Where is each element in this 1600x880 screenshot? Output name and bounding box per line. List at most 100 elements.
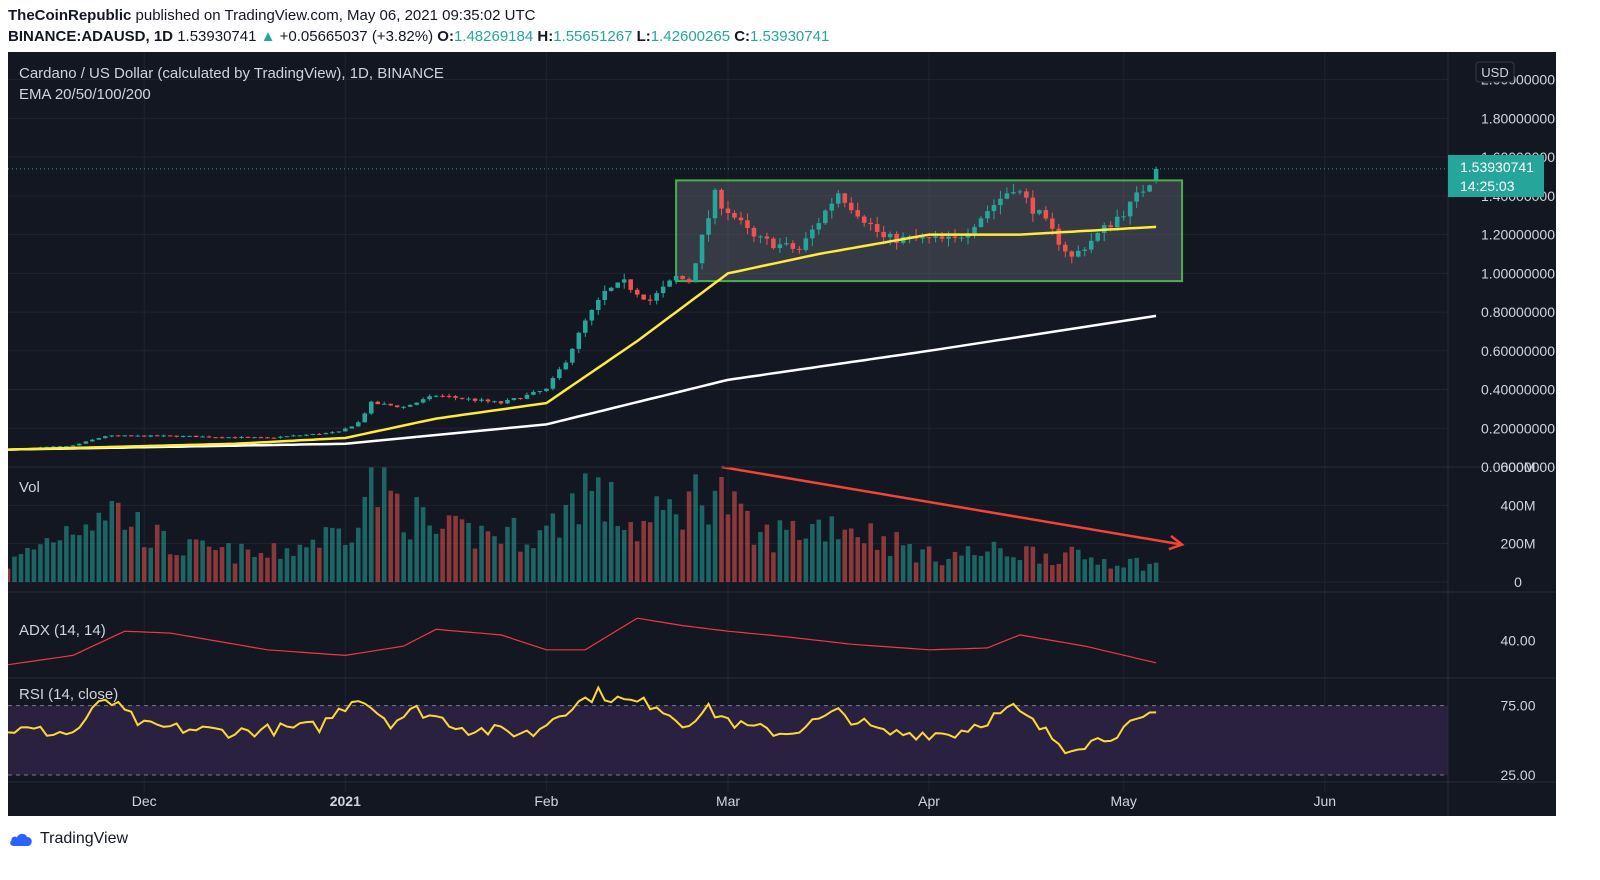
candle-body <box>810 229 815 239</box>
volume-bar <box>1017 560 1023 582</box>
published-text: published on TradingView.com, May 06, 20… <box>135 7 536 24</box>
chart-frame[interactable]: 0.00000000 0.20000000 0.40000000 0.60000000… <box>8 52 1556 816</box>
volume-bar <box>122 529 128 582</box>
volume-bar <box>1056 563 1062 582</box>
candle-body <box>978 218 984 227</box>
volume-bar <box>972 555 977 582</box>
candle-body <box>959 237 964 239</box>
volume-bar <box>96 512 102 582</box>
candle-body <box>1140 191 1146 193</box>
volume-bar <box>440 528 445 582</box>
candle-body <box>368 401 374 414</box>
candle-body <box>284 436 290 438</box>
volume-bar <box>116 502 121 582</box>
volume-bar <box>356 527 361 582</box>
volume-bar <box>466 522 471 582</box>
candle-body <box>51 446 56 448</box>
low-label: L: <box>636 28 651 45</box>
volume-tick-label: 200M <box>1500 536 1535 552</box>
candle-body <box>1108 225 1113 228</box>
volume-bar <box>1121 567 1126 582</box>
volume-bar <box>304 547 309 582</box>
publisher-name[interactable]: TheCoinRepublic <box>8 7 132 24</box>
candle-body <box>1043 210 1049 219</box>
candle-body <box>751 227 757 237</box>
candle-body <box>265 437 270 439</box>
candle-body <box>57 446 63 448</box>
candle-body <box>952 236 958 238</box>
tradingview-logo[interactable]: TradingView <box>8 830 128 848</box>
volume-bar <box>836 539 841 582</box>
candle-body <box>505 399 510 404</box>
ema-long-line <box>8 314 1157 451</box>
candle-body <box>394 405 400 408</box>
volume-bar <box>1050 565 1055 582</box>
candle-body <box>1127 201 1133 217</box>
volume-bar <box>848 528 854 582</box>
volume-bar <box>991 541 997 582</box>
currency-badge[interactable] <box>1475 61 1515 83</box>
volume-bar <box>1108 568 1113 582</box>
volume-bar <box>887 555 893 582</box>
candle-body <box>874 224 880 232</box>
candle-body <box>524 394 530 399</box>
candle-body <box>135 435 140 437</box>
volume-bar <box>310 539 316 582</box>
candle-body <box>777 244 783 249</box>
volume-bar <box>1024 546 1029 582</box>
candle-body <box>323 432 329 435</box>
volume-bar <box>777 520 783 582</box>
candle-body <box>1069 251 1075 257</box>
volume-bar <box>381 467 387 582</box>
volume-bar <box>90 530 95 582</box>
volume-bar <box>544 525 549 582</box>
volume-bar <box>933 561 938 582</box>
volume-bar <box>206 546 212 582</box>
volume-bar <box>628 521 633 582</box>
volume-bar <box>349 542 355 582</box>
volume-bar <box>479 525 484 582</box>
pane-separators <box>8 52 1556 816</box>
volume-bar <box>550 513 556 582</box>
candle-body <box>1076 250 1081 257</box>
candle-body <box>485 399 491 402</box>
volume-bar <box>187 539 192 582</box>
volume-bar <box>576 524 582 582</box>
volume-bar <box>732 491 737 582</box>
chart-canvas[interactable]: 0.00000000 0.20000000 0.40000000 0.60000000… <box>8 52 1556 816</box>
volume-bar <box>673 514 679 582</box>
volume-bar <box>77 535 82 582</box>
volume-bar <box>148 547 153 582</box>
candle-body <box>291 435 296 437</box>
candle-body <box>239 436 244 438</box>
volume-bar <box>368 467 374 582</box>
candle-body <box>745 220 750 228</box>
candle-body <box>1030 197 1036 214</box>
candle-body <box>608 287 614 291</box>
candle-body <box>686 279 692 283</box>
time-tick-label: 2021 <box>330 793 361 809</box>
ema-short-line <box>8 225 1157 451</box>
volume-bar <box>459 519 465 582</box>
volume-bar <box>38 544 43 582</box>
volume-bar <box>913 562 919 582</box>
candle-body <box>634 289 640 295</box>
volume-bar <box>712 490 718 582</box>
candle-body <box>297 435 303 437</box>
volume-bar <box>109 500 115 582</box>
volume-bar <box>226 543 231 582</box>
candle-body <box>939 236 945 239</box>
candle-body <box>70 445 76 447</box>
candle-body <box>881 231 886 238</box>
candle-body <box>531 391 536 395</box>
candle-body <box>498 401 504 404</box>
volume-bar <box>154 524 160 582</box>
volume-bar <box>174 555 179 582</box>
open-value: 1.48269184 <box>453 28 534 45</box>
time-tick-label: Apr <box>918 793 940 809</box>
candle-body <box>764 236 770 239</box>
adx-tick-label: 40.00 <box>1500 633 1535 649</box>
volume-bar <box>1030 546 1036 582</box>
volume-bar <box>330 527 335 582</box>
volume-bar <box>537 530 543 582</box>
